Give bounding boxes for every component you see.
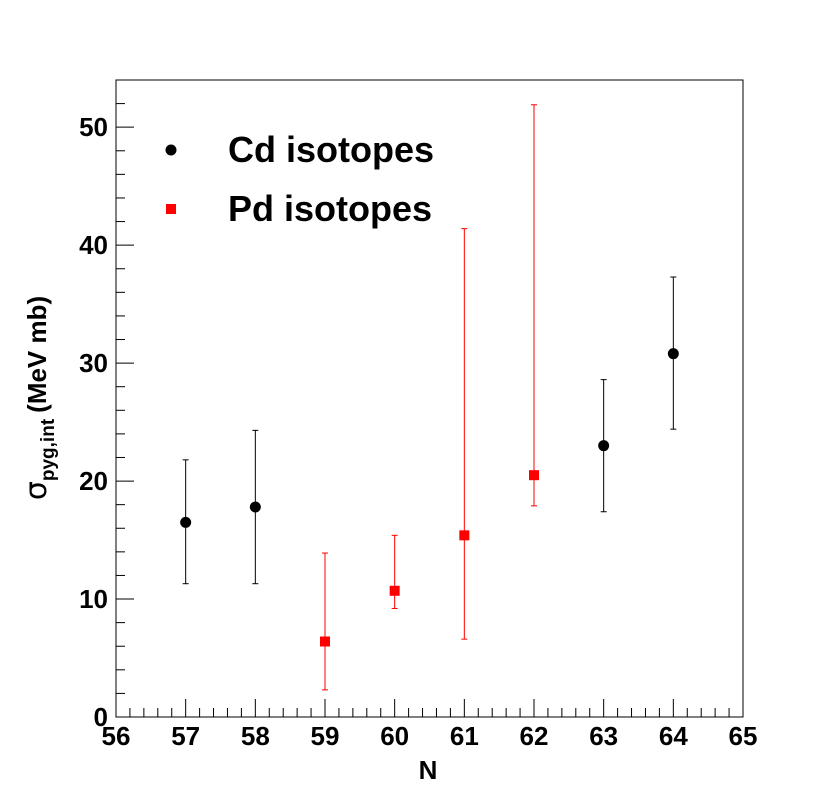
y-tick-label: 10 [79, 584, 108, 614]
y-tick-label: 30 [79, 348, 108, 378]
x-tick-label: 62 [520, 721, 549, 751]
x-tick-labels: 56 57 58 59 60 61 62 63 64 65 [102, 721, 758, 751]
legend: Cd isotopes Pd isotopes [165, 129, 434, 229]
x-tick-label: 63 [589, 721, 618, 751]
legend-label: Pd isotopes [228, 188, 432, 229]
data-points [180, 104, 679, 691]
y-axis-unit: (MeV mb) [22, 296, 52, 413]
data-point [180, 516, 192, 528]
legend-label: Cd isotopes [228, 129, 434, 170]
y-tick-label: 50 [79, 112, 108, 142]
legend-marker [165, 144, 177, 156]
plot-frame [115, 79, 744, 718]
y-axis-subscript: pyg,int [38, 418, 59, 481]
x-tick-label: 59 [311, 721, 340, 751]
data-point [320, 636, 330, 647]
y-tick-label: 40 [79, 230, 108, 260]
legend-marker [166, 204, 176, 214]
y-tick-labels: 0 10 20 30 40 50 [79, 112, 108, 732]
x-tick-label: 65 [729, 721, 758, 751]
x-tick-label: 64 [659, 721, 688, 751]
data-point [249, 501, 261, 513]
data-point [529, 470, 539, 481]
x-axis-title: N [419, 755, 438, 785]
y-axis-title: σpyg,int (MeV mb) [19, 296, 59, 500]
y-tick-label: 0 [94, 702, 108, 732]
x-tick-label: 60 [380, 721, 409, 751]
y-tick-label: 20 [79, 466, 108, 496]
axis-ticks [115, 79, 744, 718]
x-tick-label: 57 [171, 721, 200, 751]
x-tick-label: 61 [450, 721, 479, 751]
data-point [459, 530, 470, 541]
data-point [598, 440, 610, 452]
data-point [389, 585, 400, 596]
x-tick-label: 56 [102, 721, 131, 751]
y-axis-symbol: σ [19, 481, 54, 500]
data-point [667, 348, 679, 360]
x-tick-label: 58 [241, 721, 270, 751]
